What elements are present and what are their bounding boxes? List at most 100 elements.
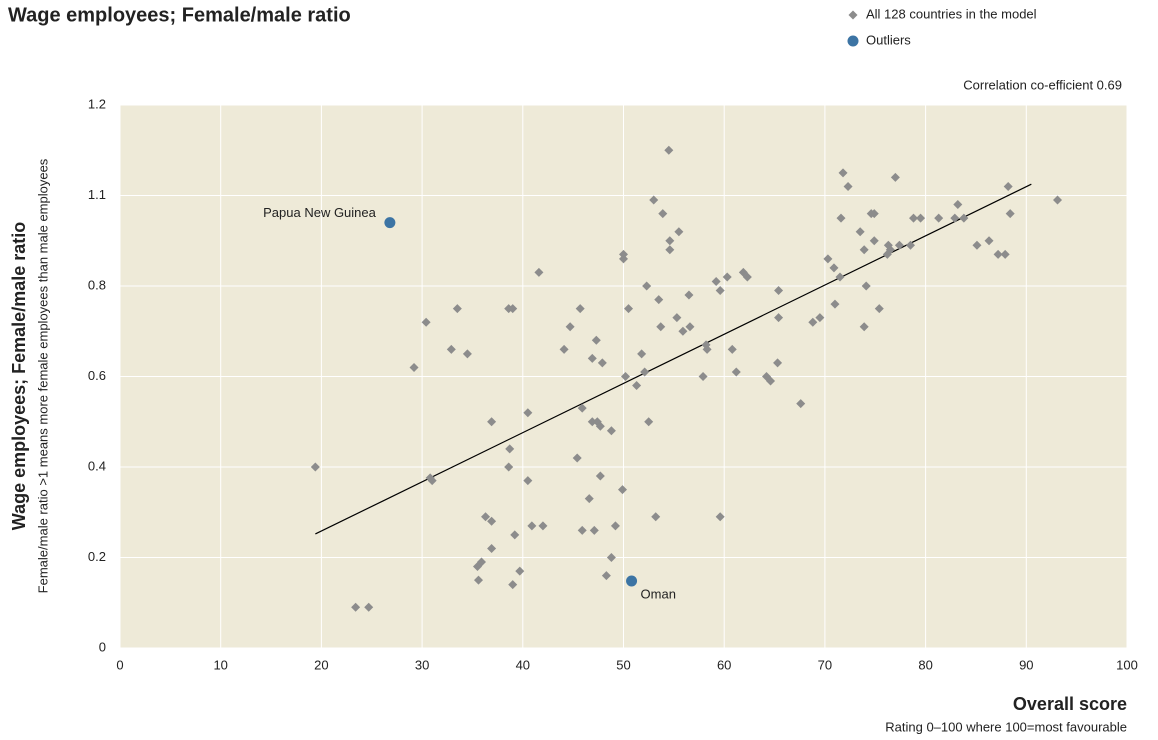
point: [665, 245, 675, 255]
point: [1000, 249, 1010, 259]
point: [808, 317, 818, 327]
point: [993, 249, 1003, 259]
point: [829, 263, 839, 273]
point: [773, 358, 783, 368]
point: [672, 313, 682, 323]
point: [678, 326, 688, 336]
point: [587, 417, 597, 427]
point: [972, 240, 982, 250]
point: [606, 553, 616, 562]
y-tick-label: 0.8: [88, 277, 106, 292]
point: [1003, 181, 1013, 191]
point: [1005, 209, 1015, 219]
point: [859, 245, 869, 255]
point: [515, 566, 525, 576]
point: [364, 602, 374, 612]
point: [838, 168, 848, 178]
point: [830, 299, 840, 309]
point: [577, 525, 587, 535]
point: [905, 240, 915, 250]
point: [727, 344, 737, 354]
point: [674, 227, 684, 237]
point: [462, 349, 472, 359]
point: [684, 290, 694, 300]
chart-title: Wage employees; Female/male ratio: [8, 4, 351, 26]
point: [859, 322, 869, 332]
point: [649, 195, 659, 205]
point: [626, 575, 638, 587]
point: [351, 602, 361, 612]
point: [487, 417, 497, 427]
point: [959, 213, 969, 223]
point: [644, 417, 654, 427]
y-tick-label: 0.6: [88, 368, 106, 383]
point: [617, 485, 627, 495]
x-axis-label: Overall score: [1013, 694, 1127, 714]
y-axis-sublabel: Female/male ratio >1 means more female e…: [35, 158, 50, 593]
point: [584, 494, 594, 504]
point: [702, 344, 712, 354]
point: [597, 358, 607, 368]
y-tick-label: 0.4: [88, 458, 106, 473]
point: [508, 580, 518, 590]
point: [577, 403, 587, 413]
point: [595, 421, 605, 431]
point: [715, 512, 725, 522]
point: [310, 462, 320, 472]
point: [815, 313, 825, 323]
point: [481, 512, 491, 522]
x-tick-label: 10: [213, 657, 227, 672]
point: [427, 476, 437, 486]
point: [766, 376, 776, 386]
point: [510, 530, 520, 540]
point: [587, 353, 597, 363]
point: [477, 557, 487, 567]
y-tick-label: 1.1: [88, 187, 106, 202]
x-tick-label: 40: [516, 657, 530, 672]
x-tick-label: 60: [717, 657, 731, 672]
x-tick-label: 100: [1116, 657, 1138, 672]
point: [861, 281, 871, 291]
point: [508, 304, 518, 314]
point: [774, 313, 784, 323]
point: [572, 453, 582, 463]
point: [384, 217, 396, 229]
annotation: Correlation co-efficient 0.69: [963, 77, 1122, 92]
x-axis-sublabel: Rating 0–100 where 100=most favourable: [885, 719, 1127, 734]
point: [523, 408, 533, 418]
point: [589, 525, 599, 535]
point: [711, 276, 721, 286]
point: [796, 399, 806, 409]
point: [664, 145, 674, 155]
point: [565, 322, 575, 332]
point: [651, 512, 661, 522]
y-axis-label: Wage employees; Female/male ratio: [9, 222, 29, 530]
point: [855, 227, 865, 237]
point: [934, 213, 944, 223]
point: [656, 322, 666, 332]
point: [409, 362, 419, 372]
point: [619, 254, 628, 264]
point: [843, 181, 853, 191]
point: [595, 471, 605, 481]
point: [421, 317, 431, 327]
point: [527, 521, 537, 531]
point: [774, 286, 784, 296]
point: [953, 200, 963, 210]
point: [640, 367, 650, 377]
point: [504, 462, 514, 472]
point: [523, 476, 533, 486]
point-label: Papua New Guinea: [263, 205, 377, 220]
point: [685, 322, 695, 332]
point: [606, 426, 616, 436]
point: [874, 304, 884, 314]
legend-marker: [847, 35, 859, 47]
point: [452, 304, 462, 314]
y-tick-label: 0.2: [88, 549, 106, 564]
point: [446, 344, 456, 354]
x-tick-label: 90: [1019, 657, 1033, 672]
point: [591, 335, 601, 345]
x-tick-label: 50: [616, 657, 630, 672]
point: [534, 267, 544, 277]
point-label: Oman: [641, 586, 676, 601]
